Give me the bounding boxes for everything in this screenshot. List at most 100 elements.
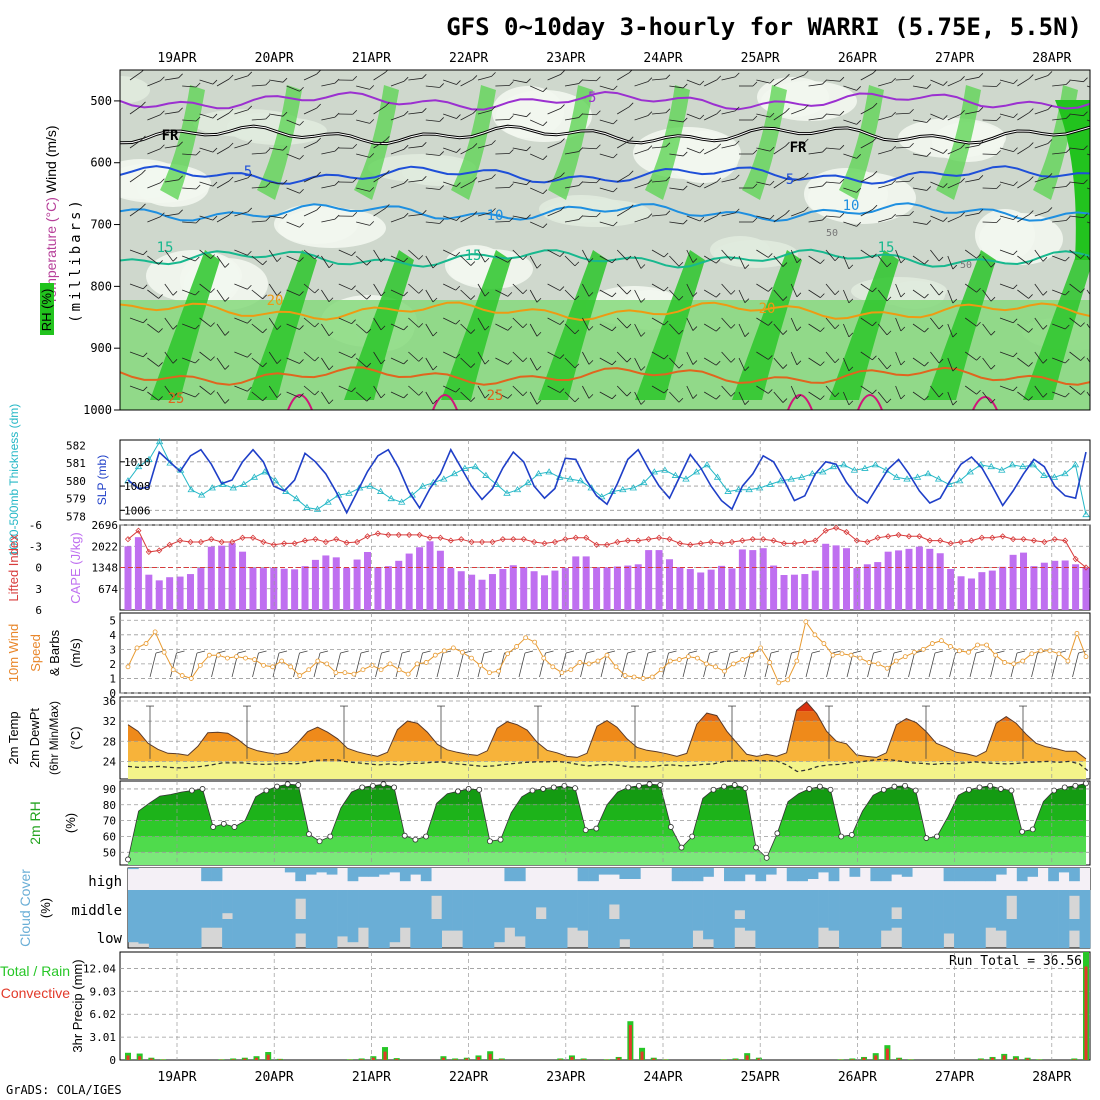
wind10m-point [993,652,999,658]
wind-barb [564,255,576,267]
wind-barb [1052,152,1067,155]
wind-barb-flag [1047,173,1053,178]
li-point [666,536,673,543]
cloud-high-bar [765,868,777,875]
wind-barb [286,187,300,194]
wind-barb-flag [678,329,684,335]
wind-barb-flag [990,330,996,336]
cape-bar [572,556,580,610]
wind-barb-flag [872,136,878,142]
wind-barb-flag [1083,111,1088,116]
cloud-high-bar [849,868,861,877]
cloud-middle-bar [556,890,568,919]
cloud-low-bar [765,919,777,948]
wind-barb-flag [282,145,288,151]
cloud-high-bar [964,868,976,882]
wind-barb-flag [299,222,304,228]
cloud-middle-bar [546,890,558,919]
ylabel-thickness-text: 1000-500mb Thickness (dm) [7,404,21,557]
precip-convective-bar [991,1057,995,1060]
ylabel-convective: Convective [1,985,70,1001]
wind-barb-flag [744,264,750,269]
wind-barb [547,249,561,257]
wind-barb-flag [178,141,183,147]
wind-barb-flag [1028,294,1033,299]
wind-barb [686,385,694,399]
wind-barb-flag [366,362,372,368]
wind-barb-flag [334,78,340,84]
li-point [551,538,559,546]
cloud-low-bar [201,919,212,928]
wind-barb-flag [872,204,878,210]
cloud-middle-bar [128,890,139,919]
wind-barb-flag [142,386,148,392]
wind-barb-flag [403,212,409,218]
wind-barb-flag [247,318,252,324]
wind10m-barb-flag [709,650,718,654]
cloud-middle-bar [692,890,704,919]
rh-point [657,782,664,788]
wind-barb [303,317,315,328]
wind-barb-flag [909,74,914,80]
wind-barb [930,181,944,188]
wind-barb [860,249,873,259]
cape-bar [895,550,903,610]
rh-point [848,831,855,838]
wind10m-barb-flag [299,650,308,654]
li-point [478,538,486,546]
wind-barb-flag [403,110,409,116]
wind10m-point [1083,654,1089,660]
wind-barb [773,179,786,189]
thickness-point [398,498,406,505]
cloud-low-bar [912,919,923,948]
li-point [999,533,1006,540]
cloud-middle-bar [870,890,882,919]
rh-point [455,788,461,795]
wind-barb-flag [265,148,271,154]
wind-barb-flag [856,120,861,125]
precip-total-bar [218,1059,225,1060]
wind10m-barb [211,652,218,678]
wind-barb-flag [938,256,944,262]
wind-barb-flag [716,211,722,217]
cloud-level-low: low [97,931,123,947]
cape-bar [780,575,788,610]
cloud-low-bar [734,919,746,928]
wind-barb-flag [909,108,914,114]
wind-barb-flag [647,77,653,82]
precip-convective-bar [1072,1059,1076,1060]
wind10m-point [559,670,565,676]
li-point [426,534,434,541]
wind-barb [721,76,736,81]
cloud-middle-bar [180,890,192,919]
cape-bar [322,555,330,610]
cloud-middle-bar [1037,890,1049,919]
wind10m-barb-flag [852,650,862,654]
li-point [135,527,142,534]
wind-barb-flag [1095,297,1099,301]
wind-barb-flag [1064,358,1070,364]
cloud-high-bar [588,868,599,882]
wind-barb-flag [316,103,321,109]
wind-barb-flag [588,292,594,297]
pressure-tick-label: 500 [90,94,112,108]
wind-barb [1069,385,1081,395]
cloud-low-bar [358,919,369,928]
wind10m-barb [969,652,977,678]
cloud-low-bar [441,919,453,931]
wind-barb-flag [1065,182,1071,187]
wind-barb-flag [1013,147,1018,152]
wind-barb [390,216,405,223]
cloud-low-bar [368,919,380,948]
top-date-label: 20APR [255,51,294,66]
wind-barb-flag [247,71,253,77]
wind10m-barb [1051,652,1059,678]
wind-barb [791,142,805,149]
wind-barb-flag [526,214,531,219]
wind-barb [860,317,873,327]
wind-barb [164,179,179,183]
wind-barb-flag [195,184,201,190]
cloud-middle-bar [326,890,338,919]
wind-barb [843,289,850,304]
cloud-low-bar [546,919,558,948]
